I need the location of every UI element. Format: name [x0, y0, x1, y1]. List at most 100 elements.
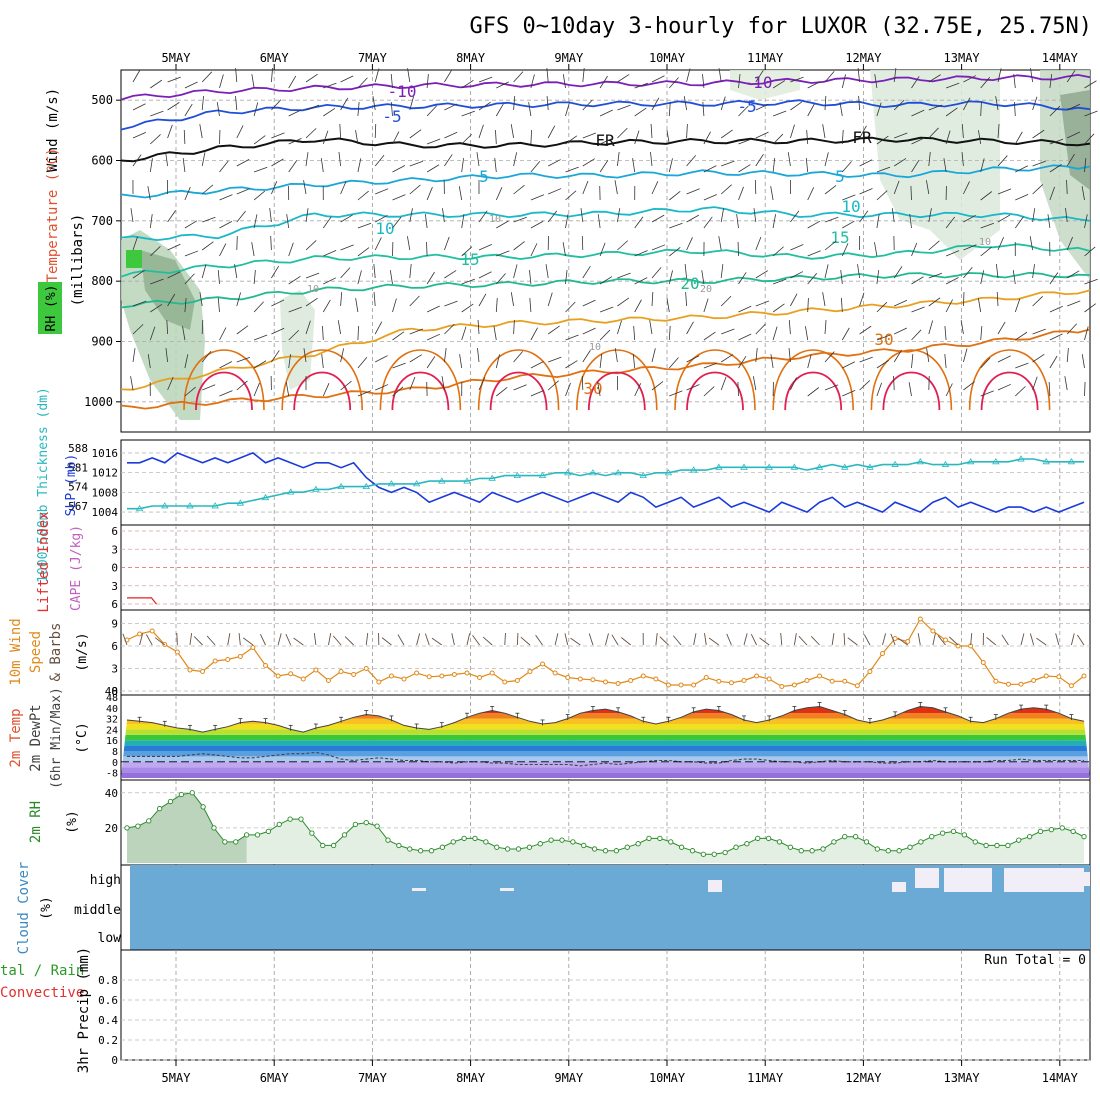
wind-barb [1084, 303, 1096, 313]
rh-marker [983, 842, 989, 849]
wind-speed-marker [892, 636, 898, 641]
cloud-level-label: high [90, 873, 121, 888]
wind-barb [357, 77, 368, 89]
wind-barb [530, 390, 544, 397]
wind-barb [147, 354, 151, 369]
wind-barb [841, 243, 849, 257]
wind-barb [755, 70, 764, 83]
wind-barb [392, 331, 405, 341]
temp-band [121, 707, 1090, 714]
rh-marker [961, 832, 968, 838]
wind-barb [565, 334, 579, 341]
wind-barb-10m [277, 633, 282, 646]
wind-barb [271, 99, 282, 111]
wind-barb [876, 360, 889, 369]
wind-barb [495, 298, 498, 313]
thickness-marker [765, 463, 773, 470]
wind-barb [1084, 158, 1087, 173]
wind-speed-marker [640, 673, 646, 679]
wind-barb [582, 299, 596, 307]
wind-barb [617, 127, 628, 139]
wind-barb [1066, 179, 1068, 195]
thickness-marker [790, 463, 799, 470]
wind-barb [150, 110, 164, 117]
wind-barb [461, 246, 473, 257]
wind-barb-10m [424, 633, 430, 646]
wind-barb [668, 357, 679, 369]
wind-barb [545, 264, 549, 279]
bottom-date-label: 12MAY [845, 1071, 882, 1085]
wind-barb [355, 130, 359, 145]
wind-barb [1015, 194, 1029, 201]
wind-speed-marker [1018, 681, 1024, 687]
wind-barb [340, 267, 351, 279]
wind-barb [1067, 103, 1081, 111]
rh-marker [167, 798, 174, 805]
wind-barb [738, 305, 752, 313]
thickness-marker [312, 485, 320, 492]
wind-tick-label: 9 [111, 618, 118, 631]
wind-barb [1084, 80, 1097, 89]
wind-barb [824, 216, 839, 223]
chart-title: GFS 0~10day 3-hourly for LUXOR (32.75E, … [469, 14, 1092, 39]
wind-barb [424, 214, 428, 229]
wind-barb [530, 243, 538, 257]
wind-barb [444, 300, 458, 307]
wind-barb [271, 132, 285, 139]
wind-barb [790, 210, 800, 223]
wind-barb [582, 350, 591, 363]
ylabel-rh-2m: 2m RH [28, 801, 44, 843]
wind-barb [271, 265, 280, 279]
wind-barb [807, 81, 821, 89]
wind-speed-marker [867, 669, 873, 674]
wind-barb [963, 214, 976, 223]
wind-barb [617, 74, 630, 83]
wind-barb [963, 181, 970, 195]
wind-barb [271, 158, 284, 167]
wind-barb [392, 216, 402, 229]
wind-barb [963, 266, 973, 279]
top-date-label: 14MAY [1042, 51, 1079, 65]
wind-barb-10m [564, 633, 569, 646]
wind-barb [788, 320, 791, 335]
wind-barb-10m [570, 637, 581, 646]
wind-barb [702, 74, 705, 89]
contour-label: -5 [737, 97, 756, 116]
wind-barb [755, 270, 768, 279]
wind-barb [375, 188, 389, 195]
wind-barb-10m [206, 635, 216, 646]
wind-barb [269, 208, 272, 223]
wind-barb [322, 130, 329, 145]
wind-barb [807, 387, 820, 397]
rh-marker [396, 842, 402, 849]
wind-speed-marker [502, 679, 508, 685]
wind-barb [651, 267, 662, 279]
wind-barb [911, 306, 925, 313]
wind-barb [980, 101, 982, 117]
wind-barb [149, 326, 156, 341]
wind-barb-10m [655, 633, 658, 646]
ylabel-lifted-index: Lifted Index [36, 511, 52, 612]
wind-barb [599, 329, 611, 341]
bottom-date-label: 6MAY [260, 1071, 290, 1085]
wind-barb [824, 240, 837, 251]
rh-marker [233, 839, 239, 845]
wind-barb [165, 348, 168, 363]
rh-marker [352, 821, 359, 828]
wind-barb [478, 210, 488, 223]
wind-speed-marker [678, 682, 684, 688]
wind-barb [651, 214, 665, 223]
wind-barb [634, 299, 642, 313]
ylabel-wind-units: (m/s) [75, 632, 90, 671]
wind-barb [925, 180, 930, 195]
panel-lifted-index: 6 3 0 3 6 [111, 524, 1091, 611]
wind-speed-marker [577, 676, 583, 682]
wind-speed-marker [527, 669, 533, 674]
wind-barb-10m [693, 633, 697, 646]
wind-barb [253, 334, 268, 341]
wind-barb [928, 127, 939, 139]
rh-shading [121, 230, 205, 420]
wind-barb [565, 102, 570, 117]
thickness-marker [362, 482, 370, 490]
